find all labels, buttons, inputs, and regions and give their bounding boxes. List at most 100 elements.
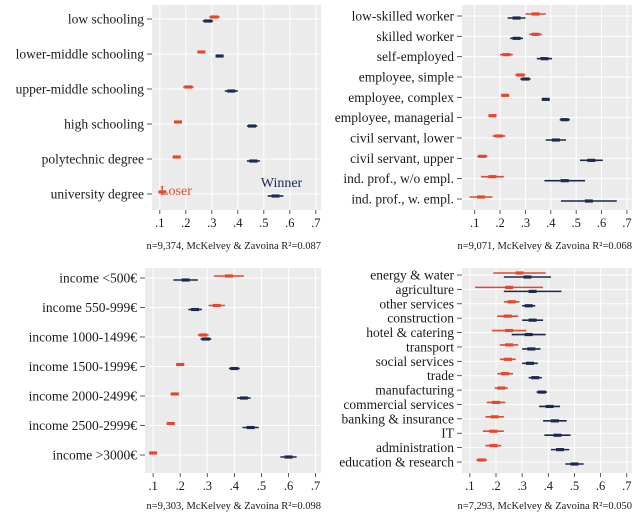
point-winner (545, 404, 554, 409)
x-tick-label: .3 (521, 216, 530, 230)
category-label: self-employed (377, 49, 454, 64)
x-tick-label: .7 (311, 216, 320, 230)
x-tick-label: .4 (544, 479, 554, 493)
category-label: income 1000-1499€ (29, 330, 138, 345)
chart-panel-2: .1 .2 .3 .4 .5 .6 .7 low-skilled worker skilled … (335, 5, 632, 252)
point-winner (512, 36, 521, 40)
footnote: n=9,374, McKelvey & Zavoina R²=0.087 (146, 241, 321, 252)
point-winner (540, 57, 549, 61)
category-label: income <500€ (59, 271, 137, 286)
point-loser (505, 285, 514, 289)
point-loser (505, 343, 514, 347)
category-label: income 1500-1999€ (29, 359, 138, 374)
point-loser (174, 120, 182, 124)
x-tick-label: .5 (257, 479, 266, 493)
point-winner (203, 19, 212, 23)
point-loser (489, 444, 498, 448)
x-tick-label: .1 (465, 479, 474, 493)
point-loser (197, 50, 206, 54)
x-tick-label: .3 (203, 479, 212, 493)
point-loser (199, 333, 208, 337)
category-label: agriculture (396, 282, 454, 297)
category-label: low-skilled worker (352, 9, 455, 24)
category-label: university degree (51, 187, 144, 202)
point-loser (505, 328, 514, 333)
point-winner (550, 419, 559, 423)
x-tick-label: .5 (259, 216, 268, 230)
point-winner (528, 289, 537, 293)
point-winner (541, 97, 550, 101)
point-loser (184, 85, 193, 89)
point-loser (488, 175, 497, 179)
point-winner (246, 425, 255, 430)
x-tick-label: .7 (311, 479, 320, 493)
point-loser (158, 190, 167, 194)
point-winner (249, 159, 258, 163)
x-tick-label: .5 (570, 479, 579, 493)
category-label: education & research (339, 455, 454, 470)
category-label: ind. prof., w. empl. (351, 192, 454, 207)
category-label: trade (427, 368, 454, 383)
point-winner (556, 448, 565, 452)
category-label: ind. prof., w/o empl. (343, 171, 454, 186)
point-winner (560, 179, 569, 183)
point-loser (492, 400, 500, 405)
x-tick-label: .3 (207, 216, 216, 230)
point-winner (521, 77, 530, 81)
point-winner (524, 332, 533, 337)
point-loser (531, 32, 540, 36)
x-tick-label: .6 (285, 216, 294, 230)
x-tick-label: .7 (622, 479, 631, 493)
chart-panel-4: .1 .2 .3 .4 .5 .6 .7 energy & wateragricultureo… (339, 268, 632, 512)
category-label: income 550-999€ (42, 300, 137, 315)
point-loser (501, 372, 510, 376)
point-winner (560, 118, 569, 122)
point-winner (527, 347, 536, 351)
x-tick-label: .4 (546, 216, 556, 230)
point-loser (166, 421, 175, 426)
category-label: high schooling (64, 117, 144, 132)
point-loser (477, 458, 486, 462)
point-loser (176, 362, 185, 367)
plot-background (462, 268, 632, 473)
category-label: income >3000€ (53, 448, 138, 463)
category-label: income 2000-2499€ (29, 389, 138, 404)
category-label: civil servant, upper (350, 151, 454, 166)
point-winner (523, 275, 532, 279)
plot-background (152, 5, 321, 210)
footnote: n=9,071, McKelvey & Zavoina R²=0.068 (457, 241, 632, 252)
category-label: employee, managerial (335, 110, 454, 125)
category-label: administration (376, 440, 454, 455)
x-tick-label: .2 (181, 216, 190, 230)
point-loser (488, 114, 497, 118)
category-label: banking & insurance (342, 411, 454, 426)
point-loser (502, 53, 511, 57)
point-loser (489, 429, 498, 433)
point-winner (284, 455, 293, 459)
point-loser (531, 12, 540, 16)
x-tick-label: .6 (284, 479, 293, 493)
category-label: upper-middle schooling (16, 82, 145, 97)
legend-winner: Winner (261, 176, 303, 191)
point-winner (570, 462, 579, 466)
point-winner (584, 199, 593, 203)
point-winner (230, 366, 239, 371)
category-label: lower-middle schooling (16, 47, 145, 62)
point-winner (201, 337, 210, 341)
point-loser (501, 93, 510, 97)
point-loser (503, 357, 512, 361)
x-tick-label: .1 (155, 216, 164, 230)
category-label: manufacturing (375, 383, 454, 398)
category-label: polytechnic degree (42, 152, 144, 167)
category-label: civil servant, lower (350, 131, 454, 146)
category-label: commercial services (343, 397, 454, 412)
point-loser (172, 155, 181, 159)
x-tick-label: .6 (597, 216, 606, 230)
point-loser (224, 274, 233, 278)
point-winner (526, 361, 534, 365)
point-winner (531, 376, 540, 380)
category-label: transport (406, 339, 454, 354)
footnote: n=9,303, McKelvey & Zavoina R²=0.098 (146, 501, 321, 512)
x-tick-label: .6 (596, 479, 605, 493)
